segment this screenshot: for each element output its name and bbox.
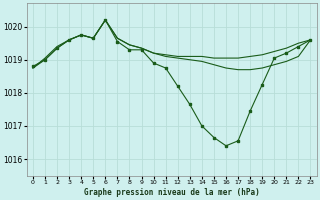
X-axis label: Graphe pression niveau de la mer (hPa): Graphe pression niveau de la mer (hPa) (84, 188, 260, 197)
